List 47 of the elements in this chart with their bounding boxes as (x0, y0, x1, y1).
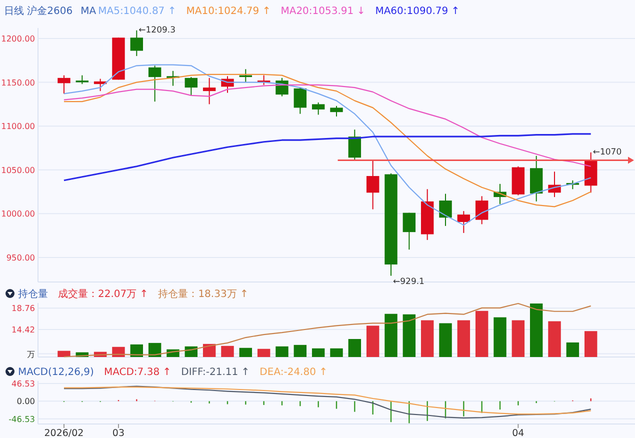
annotation: ←1070 (592, 147, 622, 158)
candlestick (402, 212, 416, 250)
text: 持仓量：18.33万 ↑ (158, 288, 248, 300)
annotation: ←1209.3 (138, 25, 176, 36)
chart-title: MACD(12,26,9) (18, 367, 94, 378)
x-tick-label: 2026/02 (44, 428, 84, 438)
candlestick (439, 193, 452, 226)
candlestick (312, 102, 325, 116)
candlestick (58, 74, 70, 94)
candlestick (348, 129, 362, 161)
y-tick-label: 1150.00 (1, 77, 35, 88)
line-series (63, 302, 592, 358)
candlestick (366, 160, 380, 210)
y-tick-label: 万 (27, 348, 35, 359)
x-tick-label: 03 (112, 428, 125, 438)
y-tick-label: 46.53 (12, 378, 35, 388)
annotation: ←929.1 (393, 276, 424, 287)
text: MA5:1040.87 ↑ (98, 6, 176, 17)
candlestick (148, 65, 162, 102)
y-tick-label: 18.76 (12, 303, 35, 314)
y-tick-label: -46.53 (8, 414, 35, 424)
y-tick-label: 1000.00 (1, 208, 35, 219)
chart-title: 日线 沪金2606 (4, 5, 73, 17)
candlestick (457, 210, 470, 234)
candlestick (475, 196, 488, 225)
text: MA20:1053.91 ↓ (280, 6, 366, 17)
y-tick-label: 950.00 (6, 252, 35, 262)
text: MACD:7.38 ↑ (104, 367, 172, 378)
y-tick-label: 1200.00 (1, 34, 35, 44)
y-tick-label: 0.00 (16, 396, 35, 406)
text: MA10:1024.79 ↑ (186, 6, 271, 17)
line-series (63, 74, 592, 208)
candlestick (184, 76, 198, 96)
text: 成交量：22.07万 ↑ (58, 288, 148, 300)
y-tick-label: 1050.00 (1, 164, 35, 175)
y-tick-label: 1100.00 (1, 121, 35, 132)
x-tick-label: 04 (512, 428, 524, 438)
chart-title: 持仓量 (18, 288, 48, 300)
candlestick (294, 87, 307, 114)
y-tick-label: 14.42 (12, 324, 35, 335)
candlestick (330, 105, 343, 117)
text: MA60:1090.79 ↑ (375, 6, 460, 17)
candlestick (202, 77, 216, 105)
series-label: DIFF:-21.11 ↑ (181, 367, 250, 378)
legend-title: MA (80, 6, 96, 17)
line-series (63, 133, 592, 182)
series-label: DEA:-24.80 ↑ (260, 367, 328, 378)
